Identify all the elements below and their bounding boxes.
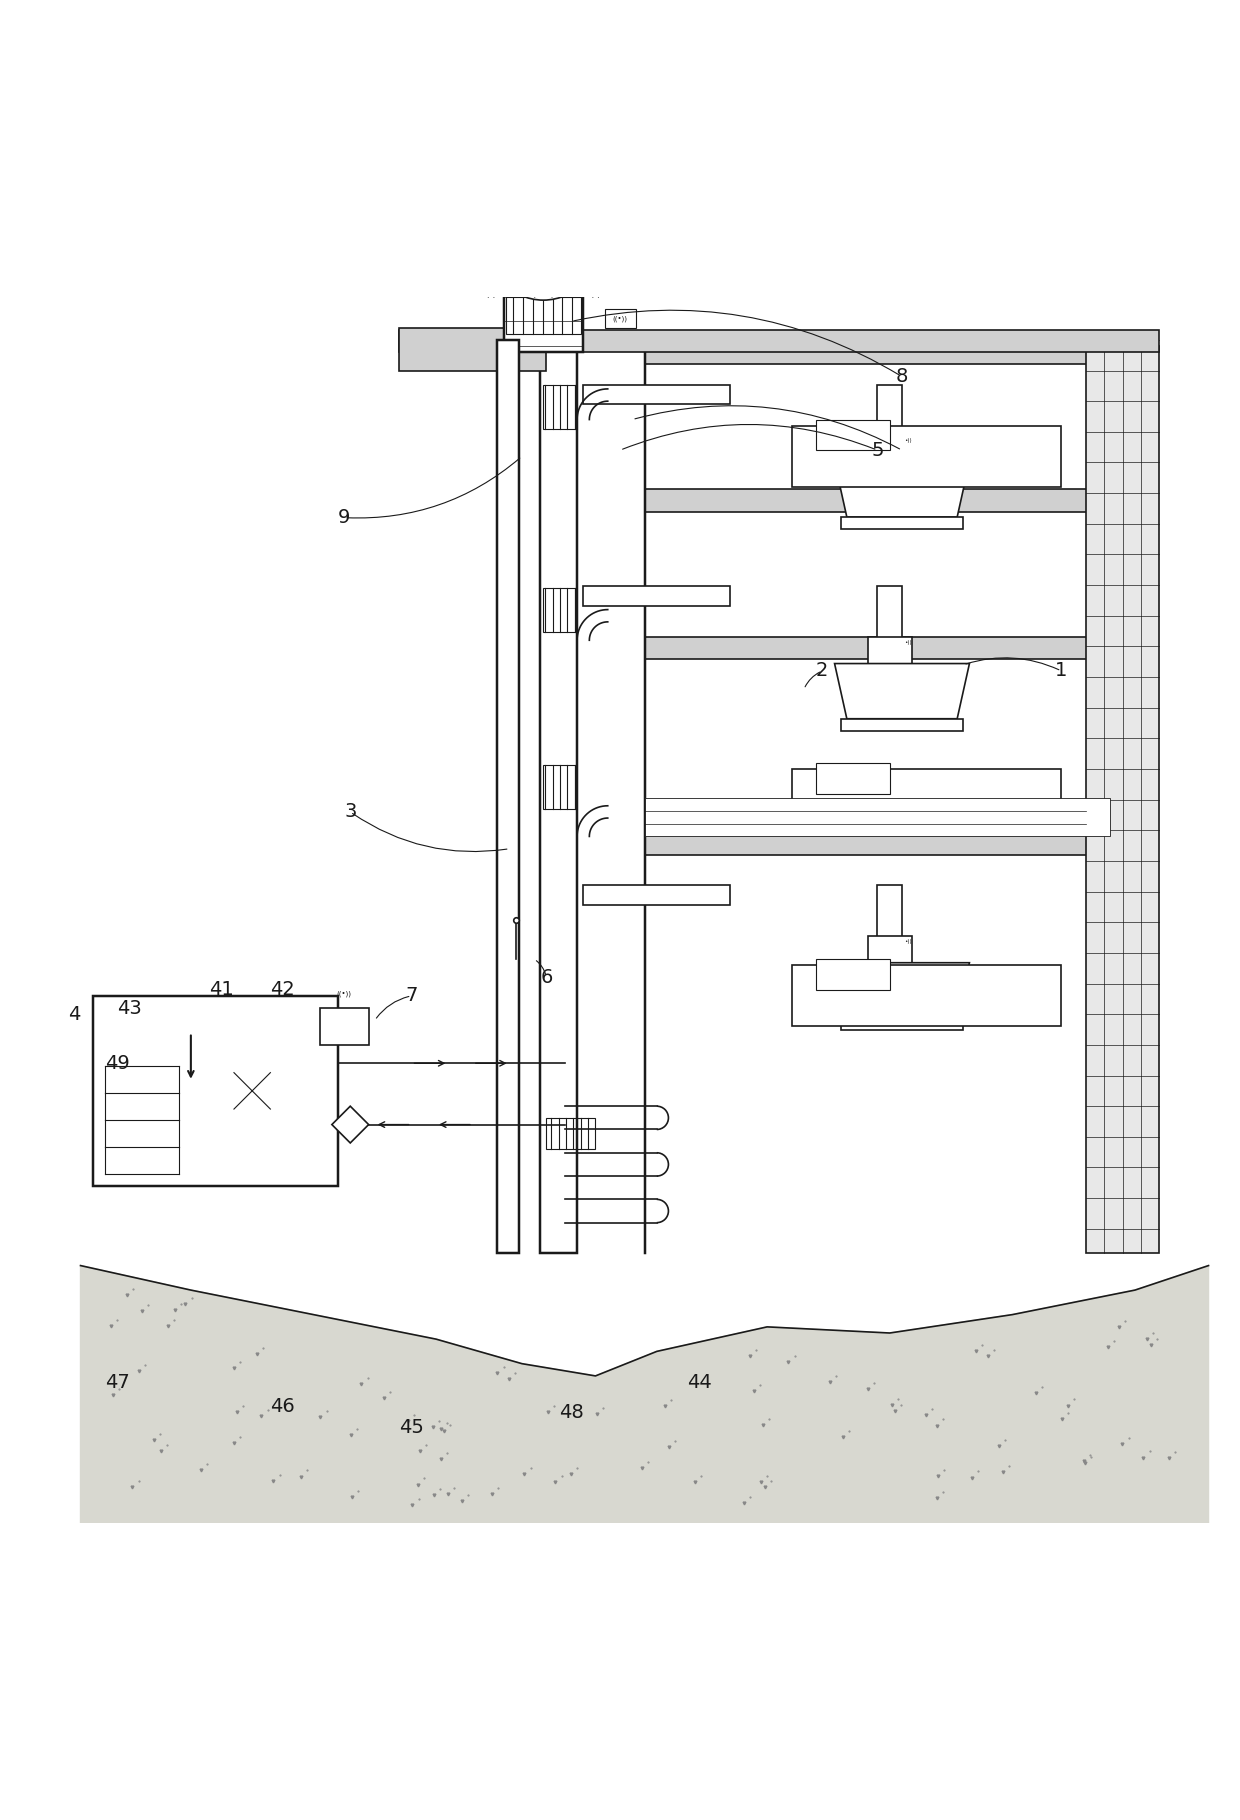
Bar	[543, 588, 574, 632]
Bar	[645, 834, 1135, 855]
Text: 48: 48	[558, 1403, 583, 1421]
Bar	[816, 959, 890, 990]
Bar	[878, 586, 901, 644]
Bar	[320, 1008, 368, 1045]
Text: 44: 44	[687, 1372, 712, 1392]
Bar	[841, 1017, 963, 1030]
Text: 1: 1	[1055, 661, 1068, 681]
Text: 49: 49	[105, 1054, 130, 1072]
Text: ((•)): ((•))	[613, 315, 627, 322]
Text: 6: 6	[541, 968, 553, 986]
Bar	[816, 420, 890, 450]
Bar	[399, 329, 1159, 351]
Text: 46: 46	[270, 1398, 295, 1416]
Text: ((•)): ((•))	[336, 990, 352, 997]
Bar	[868, 935, 911, 963]
Bar	[1086, 346, 1159, 1254]
Bar	[399, 328, 547, 371]
Bar	[868, 435, 911, 462]
Bar	[791, 426, 1061, 488]
Text: 2: 2	[816, 661, 828, 681]
Bar	[503, 229, 583, 351]
Text: 4: 4	[68, 1005, 81, 1023]
Bar	[791, 965, 1061, 1026]
Text: •)): •))	[904, 439, 913, 444]
Bar	[506, 297, 580, 333]
Text: 41: 41	[210, 981, 234, 999]
Bar	[583, 886, 730, 905]
Bar	[497, 340, 520, 1254]
Bar	[878, 384, 901, 444]
Polygon shape	[332, 1107, 368, 1143]
Bar	[543, 386, 574, 430]
Bar	[645, 637, 1135, 659]
Text: 9: 9	[339, 508, 351, 528]
Bar	[645, 342, 1135, 364]
Polygon shape	[81, 1265, 1209, 1523]
Text: 43: 43	[118, 999, 141, 1017]
Text: 45: 45	[399, 1418, 424, 1438]
Text: 8: 8	[895, 368, 908, 386]
Polygon shape	[835, 462, 970, 517]
Bar	[841, 719, 963, 732]
Bar	[583, 384, 730, 404]
Bar	[868, 637, 911, 664]
Bar	[512, 280, 574, 291]
Bar	[645, 490, 1135, 511]
Bar	[93, 996, 339, 1187]
Bar	[841, 517, 963, 530]
Text: 3: 3	[343, 803, 356, 821]
Bar	[541, 340, 577, 1254]
Text: 42: 42	[270, 981, 295, 999]
Bar	[605, 309, 636, 328]
Text: 7: 7	[405, 986, 418, 1005]
Text: •)): •))	[904, 939, 913, 945]
Bar	[645, 799, 1111, 837]
Bar	[543, 766, 574, 810]
Bar	[878, 886, 901, 945]
Text: •)): •))	[904, 641, 913, 644]
Bar	[791, 770, 1061, 830]
Ellipse shape	[481, 158, 605, 300]
Polygon shape	[835, 963, 970, 1017]
Bar	[547, 1119, 595, 1148]
Polygon shape	[835, 664, 970, 719]
Text: 5: 5	[872, 440, 884, 460]
Text: 47: 47	[105, 1372, 130, 1392]
Bar	[583, 586, 730, 606]
Bar	[507, 288, 580, 297]
Bar	[816, 763, 890, 794]
